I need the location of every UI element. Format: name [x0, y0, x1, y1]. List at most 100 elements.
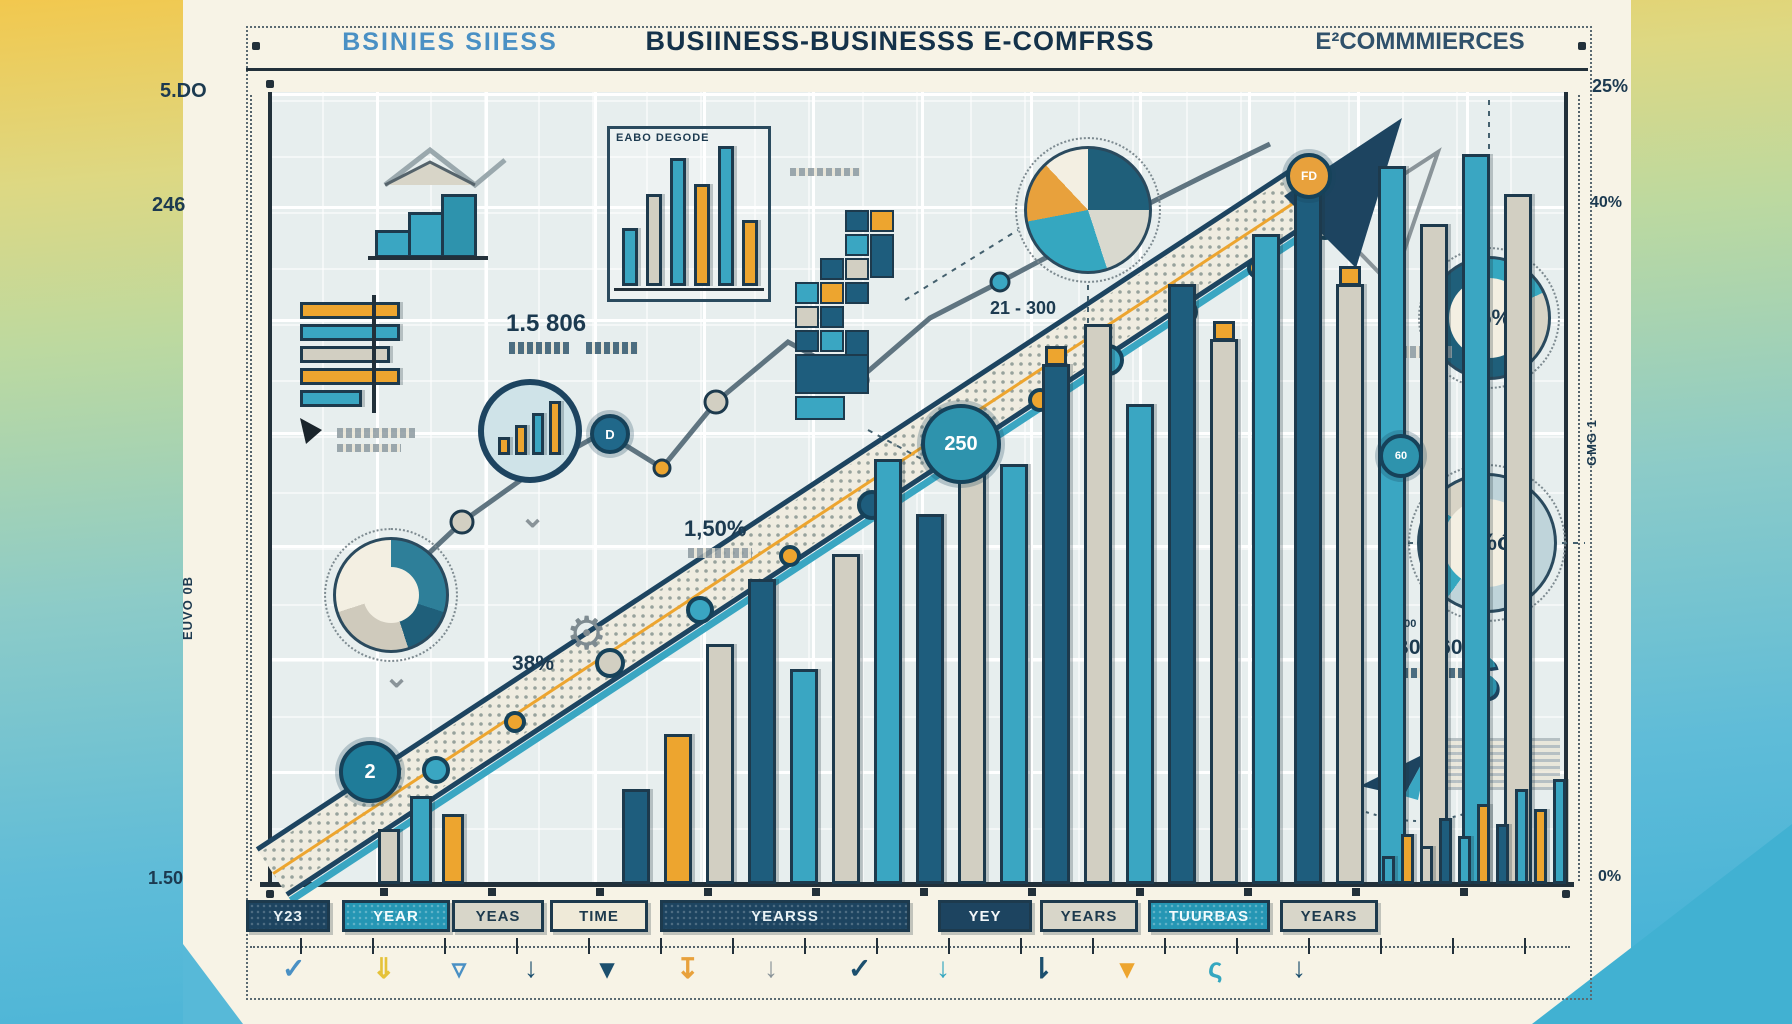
baseline-tick	[1136, 888, 1144, 896]
mosaic-block	[820, 306, 844, 328]
mosaic-block	[870, 210, 894, 232]
bar	[832, 554, 860, 884]
bar	[1084, 324, 1112, 884]
bar	[706, 644, 734, 884]
year-button-4[interactable]: YEARSS	[660, 900, 910, 932]
left-tick-ruler	[250, 95, 252, 881]
year-button-0[interactable]: Y23	[246, 900, 330, 932]
redacted-paragraph	[1428, 738, 1560, 790]
step-value-label: 1.5 806	[506, 310, 587, 337]
bar	[442, 814, 464, 884]
baseline-tick	[380, 888, 388, 896]
mosaic-block	[845, 210, 869, 232]
baseline-tick	[1028, 888, 1036, 896]
axis-end-marker	[1562, 890, 1570, 898]
year-button-3[interactable]: TIME	[550, 900, 648, 932]
y-left-min-label: 1.50	[148, 868, 184, 888]
mosaic-block	[820, 282, 844, 304]
mini-bar	[742, 220, 758, 286]
year-button-5[interactable]: YEY	[938, 900, 1032, 932]
mosaic-block	[845, 282, 869, 304]
baseline-tick	[1244, 888, 1252, 896]
axis-arrow-glyph: ✓	[848, 953, 872, 984]
axis-arrow-glyph: ς	[1208, 952, 1223, 983]
axis-arrow-glyph: ↓	[1292, 952, 1306, 983]
year-button-2[interactable]: YEAS	[452, 900, 544, 932]
y-right-mid-label: 40%	[1590, 194, 1623, 211]
circle-icon-bar	[532, 413, 544, 455]
axis-arrow-glyph: ↓	[936, 952, 950, 983]
badge-2: 2	[339, 741, 401, 803]
bar	[1294, 179, 1322, 884]
redacted-text-block	[688, 548, 752, 558]
mini-bar	[646, 194, 662, 286]
redacted-text-block	[586, 342, 638, 354]
bar	[1336, 284, 1364, 884]
mini-bar	[694, 184, 710, 286]
hbar-spine	[372, 295, 376, 413]
bar	[1458, 836, 1471, 884]
bar	[1378, 166, 1406, 884]
bar	[664, 734, 692, 884]
mosaic-block	[820, 258, 844, 280]
mosaic-block	[795, 330, 819, 352]
ruler-tick	[804, 938, 806, 954]
baseline-tick	[1460, 888, 1468, 896]
axis-arrow-glyph: ▾	[1120, 953, 1135, 984]
ruler-tick	[1092, 938, 1094, 954]
ruler-tick	[1380, 938, 1382, 954]
ruler-tick	[732, 938, 734, 954]
ruler-tick	[1524, 938, 1526, 954]
ruler-tick	[516, 938, 518, 954]
right-tick-ruler	[1578, 95, 1580, 881]
bar-cap	[1045, 346, 1067, 366]
ruler-tick	[444, 938, 446, 954]
bar	[1126, 404, 1154, 884]
ruler-tick	[1308, 938, 1310, 954]
year-button-7[interactable]: TUURBAS	[1148, 900, 1270, 932]
y-right-min-label: 0%	[1598, 868, 1622, 885]
bar	[748, 579, 776, 884]
y-left-max-label: 5.DO	[160, 80, 207, 102]
year-button-8[interactable]: YEARS	[1280, 900, 1378, 932]
bar	[1210, 339, 1238, 884]
ruler-tick	[1452, 938, 1454, 954]
ruler-tick	[372, 938, 374, 954]
donut-small	[333, 537, 449, 653]
share-value-label: 38%	[512, 652, 555, 675]
mosaic-block	[795, 354, 869, 394]
bar	[1553, 779, 1566, 884]
header-bullet	[252, 42, 260, 50]
y-axis-right	[1564, 92, 1568, 886]
mini-chart-baseline	[614, 288, 764, 291]
pie-chart-dotted-ring	[1015, 137, 1161, 283]
hbar-row	[300, 302, 400, 319]
baseline-tick	[920, 888, 928, 896]
donut-small-dotted-ring	[324, 528, 458, 662]
bottom-tick-ruler	[250, 946, 1570, 948]
redacted-text-block	[790, 168, 860, 176]
redacted-text-block	[337, 444, 401, 452]
bar-cap	[1213, 321, 1235, 341]
bar	[410, 796, 432, 884]
ruler-tick	[1020, 938, 1022, 954]
redacted-text-block	[337, 428, 415, 438]
year-button-6[interactable]: YEARS	[1040, 900, 1138, 932]
axis-arrow-glyph: ↓	[524, 952, 538, 983]
axis-arrow-glyph: ↧	[676, 953, 700, 984]
axis-arrow-glyph: ▿	[452, 953, 467, 984]
hbar-row	[300, 346, 390, 363]
year-button-1[interactable]: YEAR	[342, 900, 450, 932]
baseline-tick	[812, 888, 820, 896]
axis-arrow-glyph: ⇂	[1030, 953, 1054, 984]
mini-bar	[622, 228, 638, 286]
circle-icon-bar	[515, 425, 527, 455]
redacted-text-block	[1440, 668, 1480, 678]
axis-arrow-glyph: ▾	[600, 953, 615, 984]
hbar-row	[300, 368, 400, 385]
bar	[1420, 846, 1433, 884]
axis-end-marker	[266, 80, 274, 88]
badge-60: 60	[1379, 434, 1423, 478]
baseline-tick	[704, 888, 712, 896]
